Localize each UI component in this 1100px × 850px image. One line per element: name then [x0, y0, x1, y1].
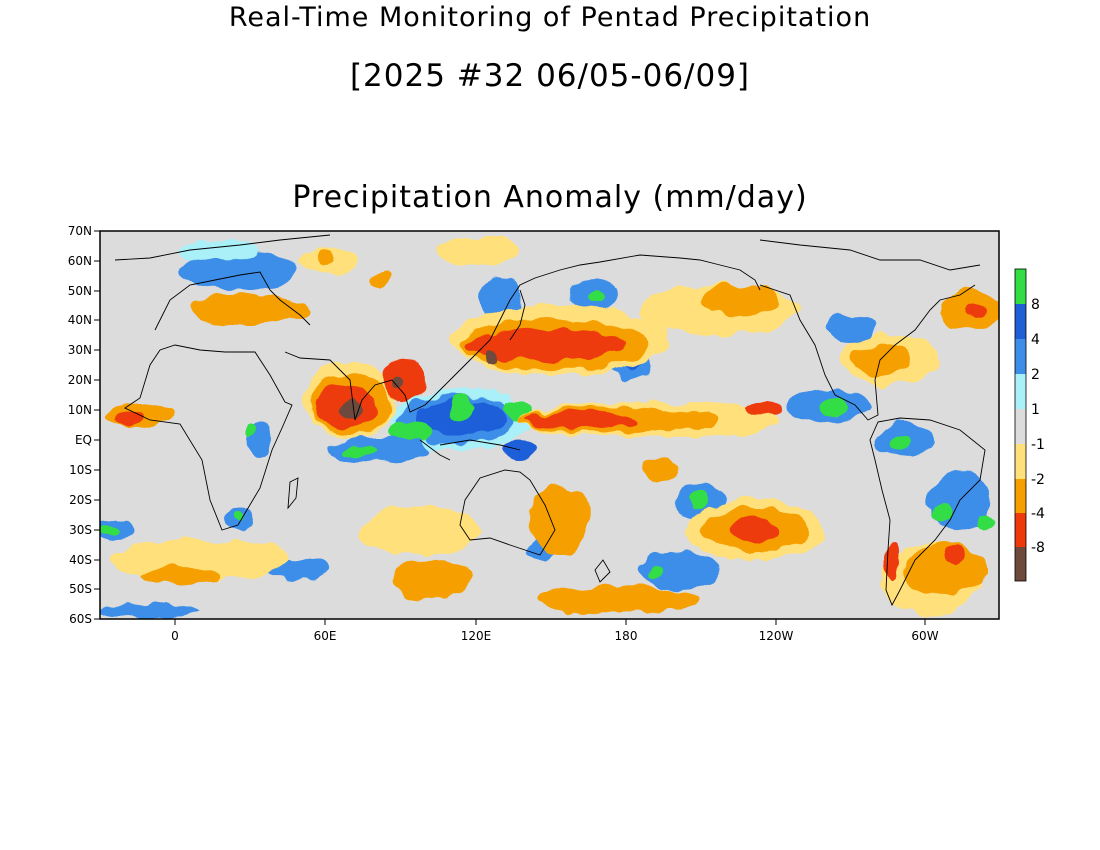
map-frame — [99, 230, 1000, 620]
coastlines — [114, 234, 986, 607]
lon-label: 0 — [171, 629, 179, 643]
color-legend: 8 4 2 1 -1 -2 -4 -8 — [1014, 268, 1045, 582]
lon-label: 120W — [759, 629, 794, 643]
lat-label: 20N — [68, 373, 92, 387]
longitude-axis: 0 60E 120E 180 120W 60W — [171, 619, 939, 643]
legend-swatch — [1015, 374, 1026, 409]
lat-label: 30N — [68, 343, 92, 357]
lat-label: 70N — [68, 224, 92, 238]
lat-label: EQ — [75, 433, 92, 447]
lat-label: 40S — [69, 553, 92, 567]
legend-label: 4 — [1031, 332, 1040, 348]
lat-label: 50N — [68, 284, 92, 298]
legend-swatch — [1015, 513, 1026, 547]
legend-label: 8 — [1031, 297, 1040, 313]
legend-swatch — [1015, 269, 1026, 304]
legend-label: 1 — [1031, 402, 1040, 418]
lon-label: 180 — [615, 629, 638, 643]
lon-label: 60E — [314, 629, 337, 643]
legend-swatch — [1015, 444, 1026, 479]
legend-label: -4 — [1031, 506, 1045, 522]
lat-label: 40N — [68, 313, 92, 327]
legend-swatch — [1015, 339, 1026, 374]
page-title: Real-Time Monitoring of Pentad Precipita… — [228, 2, 872, 33]
latitude-axis: 70N 60N 50N 40N 30N 20N 10N EQ 10S 20S 3… — [68, 224, 100, 626]
lat-label: 10S — [69, 463, 92, 477]
legend-label: -2 — [1031, 472, 1045, 488]
dry-anomaly-regions — [105, 235, 999, 615]
lat-label: 60N — [68, 254, 92, 268]
legend-label: 2 — [1031, 367, 1040, 383]
legend-label: -8 — [1031, 540, 1045, 556]
period-subtitle: [2025 #32 06/05-06/09] — [349, 58, 751, 94]
lon-label: 60W — [911, 629, 938, 643]
lat-label: 60S — [69, 612, 92, 626]
legend-swatch — [1015, 547, 1026, 581]
lat-label: 10N — [68, 403, 92, 417]
lat-label: 20S — [69, 493, 92, 507]
anomaly-field — [100, 231, 999, 619]
lat-label: 30S — [69, 523, 92, 537]
legend-label: -1 — [1031, 437, 1045, 453]
map-title: Precipitation Anomaly (mm/day) — [292, 180, 808, 215]
lat-label: 50S — [69, 582, 92, 596]
legend-swatch — [1015, 409, 1026, 444]
legend-swatch — [1015, 304, 1026, 339]
legend-swatch — [1015, 479, 1026, 513]
lon-label: 120E — [461, 629, 492, 643]
